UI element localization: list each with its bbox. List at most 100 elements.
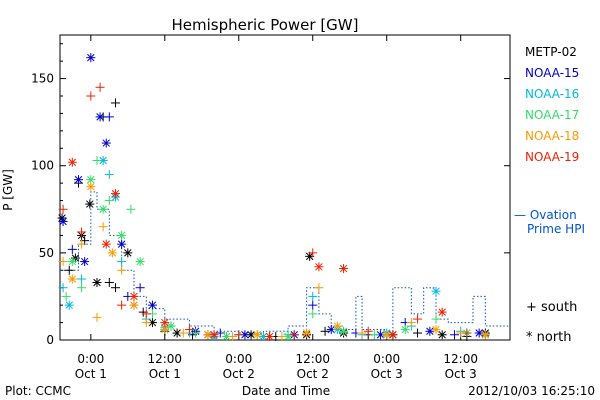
data-point bbox=[104, 112, 114, 122]
legend-entry: NOAA-16 bbox=[525, 87, 579, 101]
x-tick-day-label: Oct 2 bbox=[223, 367, 255, 381]
plot-timestamp: 2012/10/03 16:25:10 bbox=[468, 384, 595, 398]
data-point bbox=[308, 309, 318, 319]
data-point bbox=[135, 257, 145, 267]
data-point bbox=[58, 216, 68, 226]
x-tick-time-label: 12:00 bbox=[295, 352, 330, 366]
data-point bbox=[107, 248, 117, 258]
legend-marker-entry: * north bbox=[526, 330, 572, 345]
data-point bbox=[363, 326, 373, 336]
data-point bbox=[252, 330, 262, 340]
data-point bbox=[101, 138, 111, 148]
data-point bbox=[95, 112, 105, 122]
data-point bbox=[129, 291, 139, 301]
x-tick-time-label: 0:00 bbox=[77, 352, 104, 366]
data-point bbox=[86, 91, 96, 101]
data-point bbox=[480, 330, 490, 340]
y-tick-label: 100 bbox=[31, 159, 54, 173]
y-axis-ticks: 0 50 100 150 bbox=[31, 43, 510, 347]
data-point bbox=[388, 330, 398, 340]
data-point bbox=[117, 239, 127, 249]
data-point bbox=[123, 248, 133, 258]
data-point bbox=[228, 332, 238, 342]
data-point bbox=[117, 265, 127, 275]
y-axis-label: P [GW] bbox=[1, 169, 15, 211]
data-point bbox=[339, 326, 349, 336]
y-tick-label: 50 bbox=[39, 246, 54, 260]
y-tick-label: 0 bbox=[46, 333, 54, 347]
data-point bbox=[86, 53, 96, 63]
data-point bbox=[85, 199, 95, 209]
x-tick-day-label: Oct 1 bbox=[149, 367, 181, 381]
data-point bbox=[437, 330, 447, 340]
data-point bbox=[80, 257, 90, 267]
data-point bbox=[147, 300, 157, 310]
legend-entry: NOAA-19 bbox=[525, 150, 579, 164]
data-point bbox=[209, 330, 219, 340]
x-tick-day-label: Oct 3 bbox=[445, 367, 477, 381]
chart-title: Hemispheric Power [GW] bbox=[172, 16, 359, 34]
data-point bbox=[98, 204, 108, 214]
data-point bbox=[58, 204, 68, 214]
data-point bbox=[92, 312, 102, 322]
x-tick-time-label: 0:00 bbox=[225, 352, 252, 366]
legend-ovation-line1: — Ovation bbox=[514, 208, 577, 222]
data-point bbox=[141, 318, 151, 328]
data-point bbox=[129, 300, 139, 310]
legend-entry: NOAA-17 bbox=[525, 108, 579, 122]
data-point bbox=[277, 332, 287, 342]
data-point bbox=[77, 239, 87, 249]
data-points bbox=[57, 53, 490, 342]
data-point bbox=[61, 291, 71, 301]
data-point bbox=[178, 328, 188, 338]
data-point bbox=[98, 222, 108, 232]
data-point bbox=[110, 98, 120, 108]
data-point bbox=[314, 262, 324, 272]
data-point bbox=[400, 325, 410, 335]
data-point bbox=[431, 286, 441, 296]
data-point bbox=[104, 277, 114, 287]
data-point bbox=[67, 257, 77, 267]
data-point bbox=[314, 283, 324, 293]
data-point bbox=[221, 332, 231, 342]
data-point bbox=[308, 248, 318, 258]
data-point bbox=[77, 274, 87, 284]
legend-ovation-line2: Prime HPI bbox=[527, 222, 585, 236]
data-point bbox=[135, 283, 145, 293]
data-point bbox=[160, 325, 170, 335]
x-tick-time-label: 12:00 bbox=[147, 352, 182, 366]
x-axis-label: Date and Time bbox=[242, 384, 330, 398]
data-point bbox=[413, 328, 423, 338]
x-tick-time-label: 12:00 bbox=[443, 352, 478, 366]
x-tick-day-label: Oct 3 bbox=[371, 367, 403, 381]
data-point bbox=[92, 155, 102, 165]
data-point bbox=[73, 175, 83, 185]
data-point bbox=[326, 325, 336, 335]
data-point bbox=[92, 277, 102, 287]
data-point bbox=[474, 328, 484, 338]
data-point bbox=[289, 330, 299, 340]
data-point bbox=[141, 309, 151, 319]
data-point bbox=[413, 314, 423, 324]
data-point bbox=[117, 300, 127, 310]
data-point bbox=[437, 307, 447, 317]
data-point bbox=[320, 326, 330, 336]
data-point bbox=[101, 239, 111, 249]
data-point bbox=[431, 314, 441, 324]
data-point bbox=[332, 321, 342, 331]
data-point bbox=[67, 157, 77, 167]
data-point bbox=[77, 283, 87, 293]
data-point bbox=[357, 328, 367, 338]
x-tick-day-label: Oct 1 bbox=[75, 367, 107, 381]
data-point bbox=[265, 332, 275, 342]
data-point bbox=[117, 230, 127, 240]
data-point bbox=[308, 291, 318, 301]
legend-entry: METP-02 bbox=[525, 45, 577, 59]
data-point bbox=[67, 244, 77, 254]
data-point bbox=[104, 196, 114, 206]
data-point bbox=[406, 318, 416, 328]
x-tick-time-label: 0:00 bbox=[373, 352, 400, 366]
data-point bbox=[462, 328, 472, 338]
data-point bbox=[450, 330, 460, 340]
